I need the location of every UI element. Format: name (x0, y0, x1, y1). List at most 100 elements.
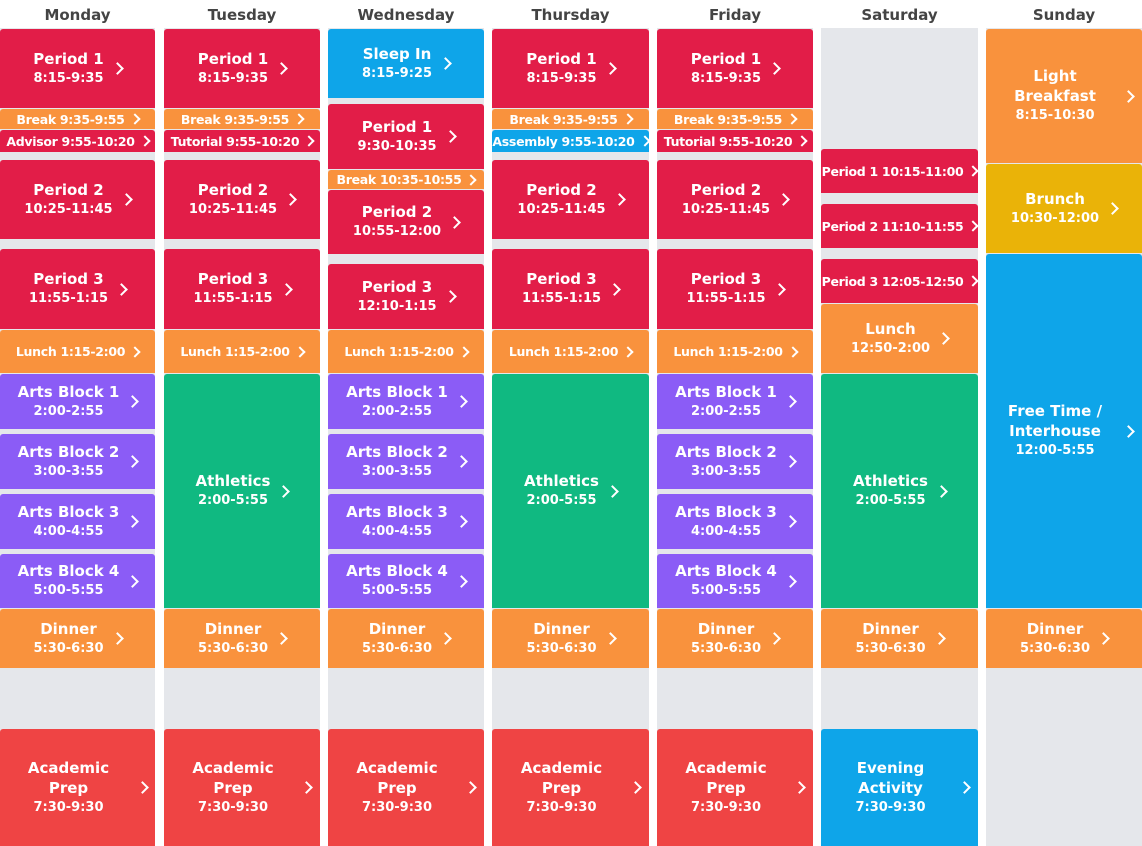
schedule-block[interactable]: Arts Block 3 4:00-4:55 (0, 494, 155, 549)
schedule-block[interactable]: Tutorial 9:55-10:20 (164, 130, 320, 152)
block-time: 9:30-10:35 (357, 138, 437, 154)
schedule-block[interactable]: Academic Prep 7:30-9:30 (328, 729, 484, 846)
schedule-block[interactable]: Advisor 9:55-10:20 (0, 130, 155, 152)
block-title: Period 1 (197, 49, 269, 68)
schedule-block[interactable]: Arts Block 1 2:00-2:55 (328, 374, 484, 429)
block-title: Dinner (862, 619, 919, 638)
chevron-icon (138, 135, 151, 147)
schedule-block[interactable]: Evening Activity 7:30-9:30 (821, 729, 978, 846)
schedule-block[interactable]: Period 1 10:15-11:00 (821, 149, 980, 193)
schedule-block[interactable]: Period 3 12:10-1:15 (328, 264, 484, 329)
schedule-block[interactable]: Lunch 12:50-2:00 (821, 304, 978, 373)
schedule-block[interactable]: Arts Block 4 5:00-5:55 (657, 554, 813, 608)
chevron-icon (772, 282, 786, 296)
schedule-block[interactable]: Lunch 1:15-2:00 (492, 330, 649, 373)
schedule-block[interactable]: Period 1 8:15-9:35 (164, 29, 320, 108)
schedule-block[interactable]: Free Time / Interhouse 12:00-5:55 (986, 254, 1142, 608)
block-text: Period 2 10:25-11:45 (24, 180, 112, 220)
schedule-block[interactable]: Athletics 2:00-5:55 (164, 374, 320, 608)
block-time: 2:00-5:55 (526, 493, 597, 508)
schedule-block[interactable]: Athletics 2:00-5:55 (492, 374, 649, 608)
block-title: Arts Block 3 (675, 502, 777, 521)
schedule-block[interactable]: Dinner 5:30-6:30 (328, 609, 484, 668)
schedule-block[interactable]: Period 1 8:15-9:35 (657, 29, 813, 108)
schedule-block[interactable]: Dinner 5:30-6:30 (164, 609, 320, 668)
schedule-block[interactable]: Lunch 1:15-2:00 (0, 330, 155, 373)
schedule-block[interactable]: Light Breakfast 8:15-10:30 (986, 29, 1142, 163)
schedule-block[interactable]: Period 2 10:55-12:00 (328, 190, 484, 254)
schedule-block[interactable]: Academic Prep 7:30-9:30 (492, 729, 649, 846)
schedule-block[interactable]: Period 1 9:30-10:35 (328, 104, 484, 169)
block-label: Tutorial 9:55-10:20 (170, 133, 300, 149)
chevron-icon (277, 484, 291, 498)
block-title: Period 1 (361, 117, 433, 136)
block-title: Arts Block 1 (346, 382, 448, 401)
block-title: Arts Block 4 (17, 562, 120, 580)
schedule-block[interactable]: Break 10:35-10:55 (328, 170, 484, 189)
schedule-block[interactable]: Lunch 1:15-2:00 (657, 330, 813, 373)
schedule-block[interactable]: Period 2 10:25-11:45 (657, 160, 813, 239)
schedule-block[interactable]: Dinner 5:30-6:30 (986, 609, 1142, 668)
block-title: Period 2 (526, 180, 597, 199)
block-title: Evening Activity (856, 758, 925, 797)
chevron-icon (608, 282, 621, 296)
schedule-block[interactable]: Break 9:35-9:55 (657, 109, 813, 129)
schedule-block[interactable]: Period 3 11:55-1:15 (492, 249, 649, 329)
schedule-block[interactable]: Period 3 12:05-12:50 (821, 259, 980, 303)
schedule-block[interactable]: Tutorial 9:55-10:20 (657, 130, 813, 152)
chevron-icon (783, 395, 797, 408)
schedule-block[interactable]: Period 3 11:55-1:15 (164, 249, 320, 329)
schedule-block[interactable]: Break 9:35-9:55 (0, 109, 155, 129)
schedule-block[interactable]: Arts Block 1 2:00-2:55 (0, 374, 155, 429)
schedule-block[interactable]: Break 9:35-9:55 (164, 109, 320, 129)
schedule-block[interactable]: Arts Block 2 3:00-3:55 (657, 434, 813, 489)
schedule-block[interactable]: Period 2 10:25-11:45 (0, 160, 155, 239)
schedule-block[interactable]: Academic Prep 7:30-9:30 (164, 729, 320, 846)
schedule-block[interactable]: Dinner 5:30-6:30 (492, 609, 649, 668)
chevron-icon (293, 345, 306, 358)
chevron-icon (279, 282, 293, 296)
schedule-block[interactable]: Arts Block 4 5:00-5:55 (0, 554, 155, 608)
schedule-block[interactable]: Assembly 9:55-10:20 (492, 130, 651, 152)
schedule-block[interactable]: Dinner 5:30-6:30 (657, 609, 813, 668)
chevron-icon (443, 130, 457, 143)
chevron-icon (957, 781, 971, 794)
schedule-block[interactable]: Lunch 1:15-2:00 (164, 330, 320, 373)
block-text: Period 2 10:25-11:45 (517, 180, 605, 220)
chevron-icon (110, 632, 124, 645)
schedule-block[interactable]: Dinner 5:30-6:30 (821, 609, 978, 668)
schedule-block[interactable]: Arts Block 3 4:00-4:55 (657, 494, 813, 549)
schedule-block[interactable]: Break 9:35-9:55 (492, 109, 649, 129)
schedule-block[interactable]: Arts Block 3 4:00-4:55 (328, 494, 484, 549)
chevron-icon (454, 574, 468, 588)
chevron-icon (796, 135, 808, 147)
block-title: Academic Prep (27, 758, 110, 797)
day-column: Tuesday Period 1 8:15-9:35 Break 9:35-9:55 T… (164, 0, 320, 846)
schedule-block[interactable]: Arts Block 2 3:00-3:55 (328, 434, 484, 489)
schedule-block[interactable]: Dinner 5:30-6:30 (0, 609, 155, 668)
schedule-block[interactable]: Brunch 10:30-12:00 (986, 164, 1142, 253)
block-time: 5:30-6:30 (33, 640, 104, 656)
schedule-block[interactable]: Period 3 11:55-1:15 (0, 249, 155, 329)
schedule-block[interactable]: Arts Block 2 3:00-3:55 (0, 434, 155, 489)
schedule-block[interactable]: Arts Block 1 2:00-2:55 (657, 374, 813, 429)
schedule-block[interactable]: Period 3 11:55-1:15 (657, 249, 813, 329)
block-label: Lunch 1:15-2:00 (180, 344, 290, 359)
schedule-block[interactable]: Period 2 11:10-11:55 (821, 204, 980, 248)
block-text: Academic Prep 7:30-9:30 (173, 758, 293, 818)
block-title: Dinner (533, 619, 590, 638)
chevron-icon (115, 282, 128, 296)
schedule-block[interactable]: Arts Block 4 5:00-5:55 (328, 554, 484, 608)
schedule-block[interactable]: Period 2 10:25-11:45 (492, 160, 649, 239)
schedule-block[interactable]: Period 1 8:15-9:35 (0, 29, 155, 108)
schedule-block[interactable]: Sleep In 8:15-9:25 (328, 29, 484, 98)
schedule-block[interactable]: Academic Prep 7:30-9:30 (657, 729, 813, 846)
schedule-block[interactable]: Academic Prep 7:30-9:30 (0, 729, 155, 846)
schedule-block[interactable]: Period 1 8:15-9:35 (492, 29, 649, 108)
block-time: 8:15-9:35 (690, 70, 762, 86)
block-title: Lunch (865, 319, 916, 338)
day-header: Wednesday (328, 0, 484, 28)
schedule-block[interactable]: Athletics 2:00-5:55 (821, 374, 978, 608)
schedule-block[interactable]: Lunch 1:15-2:00 (328, 330, 484, 373)
schedule-block[interactable]: Period 2 10:25-11:45 (164, 160, 320, 239)
